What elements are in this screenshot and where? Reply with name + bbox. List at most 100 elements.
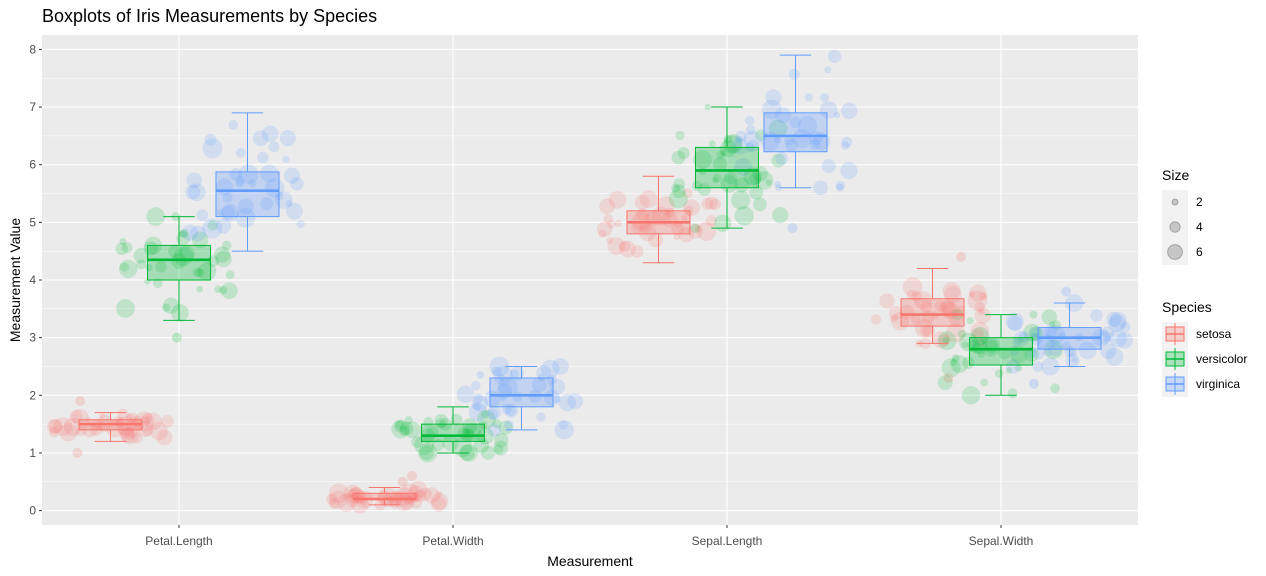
jitter-point: [704, 196, 719, 210]
jitter-point: [546, 374, 557, 385]
jitter-point: [1109, 312, 1128, 330]
jitter-point: [47, 418, 63, 434]
y-tick-label: 6: [29, 158, 36, 172]
jitter-point: [476, 371, 485, 379]
jitter-point: [72, 447, 83, 458]
jitter-point: [977, 350, 985, 359]
x-axis-ticks: Petal.Length Petal.Width Sepal.Length Sepal…: [145, 525, 1033, 548]
x-tick-label: Petal.Width: [422, 534, 483, 548]
jitter-point: [735, 136, 743, 144]
y-tick-label: 3: [29, 331, 36, 345]
jitter-point: [693, 150, 712, 170]
species-legend-title: Species: [1162, 299, 1212, 315]
jitter-point: [257, 151, 269, 164]
jitter-point: [552, 395, 561, 404]
jitter-point: [968, 291, 975, 298]
jitter-point: [284, 167, 300, 184]
jitter-point: [196, 285, 204, 293]
jitter-point: [1078, 341, 1097, 360]
jitter-point: [1100, 343, 1117, 359]
jitter-point: [870, 314, 882, 325]
jitter-point: [489, 356, 510, 377]
jitter-point: [248, 179, 257, 188]
jitter-point: [957, 305, 965, 313]
jitter-point: [979, 292, 988, 301]
jitter-point: [942, 281, 961, 300]
jitter-point: [1007, 388, 1018, 399]
jitter-point: [1041, 357, 1060, 376]
jitter-point: [121, 242, 133, 254]
jitter-point: [981, 337, 988, 344]
jitter-point: [765, 179, 772, 186]
jitter-point: [144, 412, 163, 431]
boxes: [78, 54, 1102, 506]
jitter-point: [820, 93, 829, 102]
jitter-point: [411, 436, 423, 448]
jitter-point: [328, 498, 340, 510]
jitter-point: [672, 184, 686, 199]
jitter-point: [536, 412, 546, 422]
jitter-point: [1106, 311, 1122, 327]
jitter-point: [134, 411, 155, 432]
jitter-point: [559, 420, 569, 430]
jitter-point: [937, 375, 953, 391]
jitter-point: [957, 329, 967, 339]
chart-title: Boxplots of Iris Measurements by Species: [42, 6, 377, 26]
jitter-point: [1007, 316, 1023, 331]
jitter-point: [694, 225, 702, 233]
jitter-point: [152, 278, 163, 289]
jitter-point: [337, 493, 357, 512]
jitter-point: [840, 141, 850, 150]
jitter-point: [714, 214, 732, 232]
jitter-point: [155, 261, 167, 273]
jitter-point: [599, 198, 615, 215]
jitter-point: [156, 429, 173, 446]
jitter-point: [970, 327, 990, 346]
jitter-point: [890, 314, 899, 323]
y-tick-label: 2: [29, 388, 36, 402]
jitter-point: [498, 376, 518, 397]
box-setosa-Petal.Width: [352, 487, 417, 506]
jitter-point: [142, 412, 153, 424]
jitter-point: [282, 155, 290, 163]
jitter-point: [214, 285, 222, 294]
jitter-point: [631, 245, 644, 258]
jitter-point: [639, 190, 658, 209]
jitter-point: [186, 172, 203, 189]
jitter-point: [606, 237, 614, 244]
jitter-point: [651, 206, 671, 226]
y-axis-title: Measurement Value: [7, 218, 23, 342]
jitter-point: [724, 134, 743, 153]
jitter-point: [477, 427, 494, 445]
jitter-point: [235, 175, 245, 185]
jitter-point: [836, 183, 844, 192]
jitter-point: [238, 164, 259, 185]
jitter-point: [784, 135, 795, 146]
jitter-point: [115, 416, 136, 437]
jitter-point: [285, 199, 293, 207]
jitter-point: [744, 115, 755, 126]
jitter-point: [1108, 314, 1126, 333]
jitter-point: [472, 402, 481, 411]
jitter-point: [1005, 312, 1024, 331]
jitter-point: [394, 492, 414, 512]
jitter-point: [1048, 343, 1062, 357]
jitter-point: [723, 134, 733, 144]
jitter-point: [481, 445, 496, 460]
jitter-point: [121, 426, 140, 445]
jitter-point: [478, 420, 488, 430]
jitter-point: [395, 420, 405, 430]
jitter-point: [59, 423, 78, 442]
jitter-point: [119, 427, 136, 443]
jitter-point: [345, 492, 352, 500]
jitter-point: [1103, 336, 1111, 343]
jitter-point: [351, 496, 369, 514]
jitter-point: [712, 177, 719, 184]
jitter-point: [731, 138, 749, 155]
jitter-point: [671, 150, 686, 165]
jitter-point: [173, 246, 194, 267]
jitter-point: [222, 192, 233, 203]
jitter-point: [500, 395, 506, 402]
jitter-point: [126, 413, 133, 420]
jitter-point: [236, 147, 246, 158]
